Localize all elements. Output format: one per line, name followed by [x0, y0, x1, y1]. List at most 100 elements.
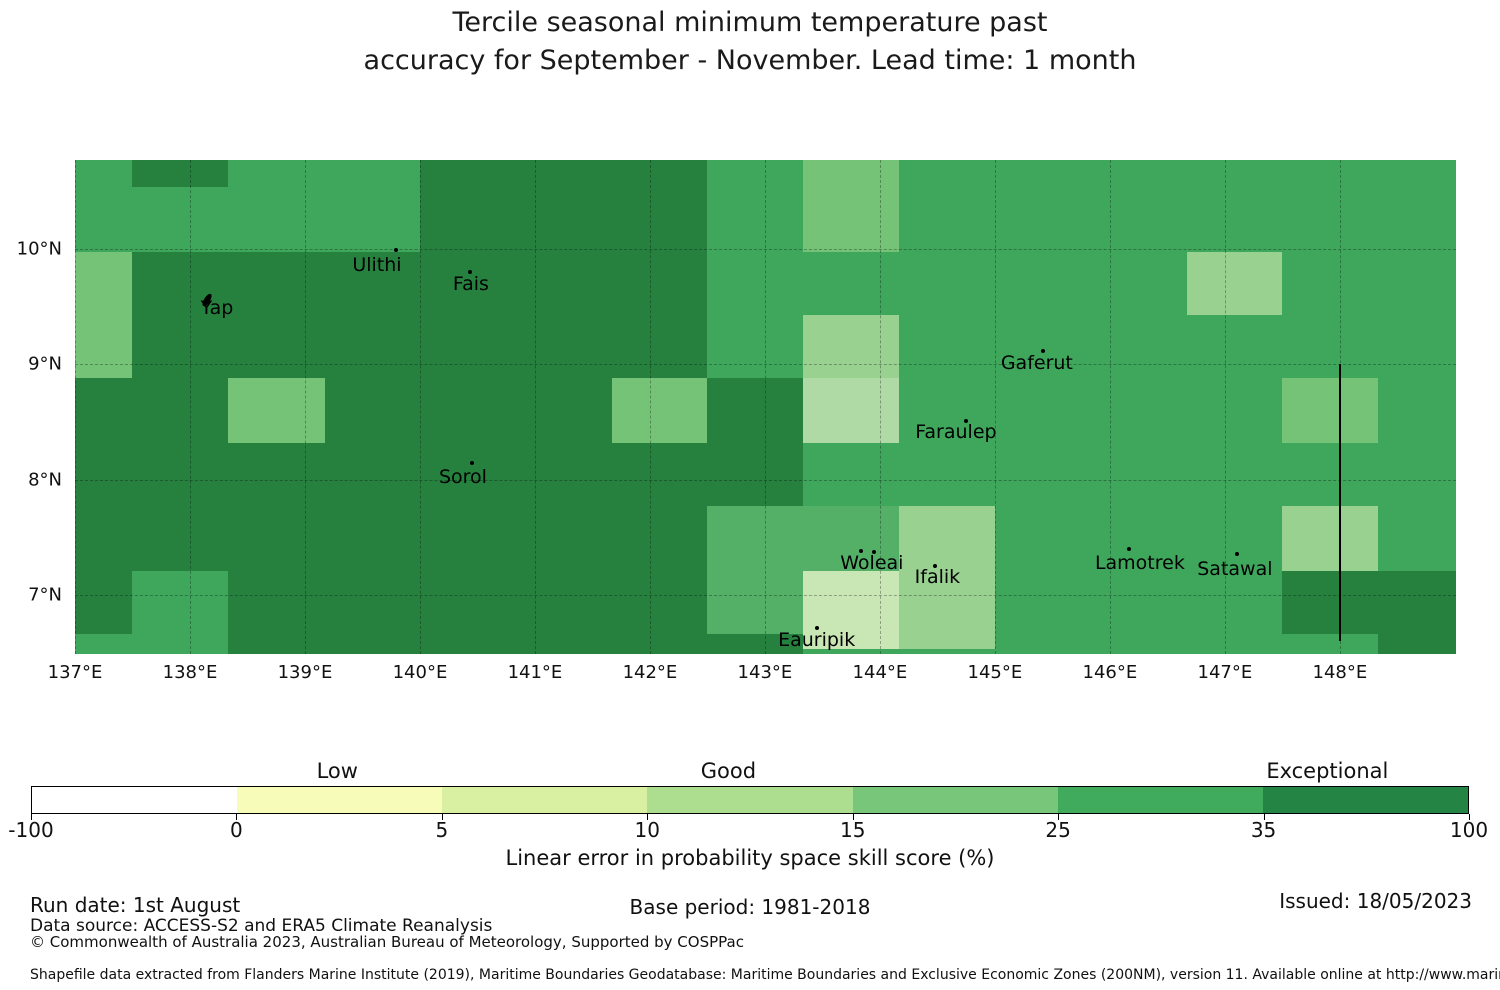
heatmap-cell [802, 506, 900, 571]
heatmap-cell [802, 160, 900, 253]
x-tick-label: 142°E [622, 662, 678, 683]
island-label-gaferut: Gaferut [1000, 351, 1073, 374]
colorbar-tick [647, 814, 649, 820]
gridline-vertical [649, 160, 651, 654]
heatmap-cell [707, 506, 803, 635]
colorbar-tick [1058, 814, 1060, 820]
gridline-vertical [879, 160, 881, 654]
map-plot: Yap Ulithi Fais Sorol Gaferut Faraulep Woleai I… [75, 160, 1456, 654]
colorbar-tick-labels: -100 0 5 10 15 25 35 100 [8, 818, 1488, 842]
island-marker-satawal [1234, 551, 1239, 556]
island-marker-fais [467, 269, 472, 274]
colorbar-tick-label: -100 [8, 818, 54, 842]
heatmap-cell [802, 378, 900, 443]
data-source-text: Data source: ACCESS-S2 and ERA5 Climate … [30, 916, 493, 936]
colorbar-tick [1263, 814, 1265, 820]
colorbar-category-low: Low [316, 759, 358, 783]
heatmap-cell [707, 378, 803, 507]
shapefile-note-text: Shapefile data extracted from Flanders M… [30, 967, 1500, 983]
gridline-vertical [189, 160, 191, 654]
x-tick-label: 141°E [507, 662, 563, 683]
x-tick-label: 145°E [967, 662, 1023, 683]
heatmap-cell [1282, 506, 1378, 571]
gridline-vertical [764, 160, 766, 654]
gridline-horizontal [75, 479, 1456, 481]
island-label-fais: Fais [452, 272, 489, 295]
heatmap-cell [1377, 634, 1456, 654]
x-tick-label: 138°E [162, 662, 218, 683]
colorbar-bar [31, 786, 1469, 814]
island-label-faraulep: Faraulep [915, 420, 997, 443]
island-label-ulithi: Ulithi [352, 253, 402, 276]
gridline-vertical [534, 160, 536, 654]
gridline-vertical [994, 160, 996, 654]
heatmap-cell [1282, 378, 1378, 443]
x-tick-label: 147°E [1197, 662, 1253, 683]
colorbar-tick-label: 15 [839, 818, 866, 842]
gridline-vertical [75, 160, 76, 654]
x-tick-label: 140°E [392, 662, 448, 683]
heatmap-cell [611, 378, 708, 443]
y-axis: 7°N 8°N 9°N 10°N [0, 160, 62, 654]
colorbar-tick [31, 814, 32, 820]
heatmap-cell [802, 570, 900, 650]
gridline-vertical [1109, 160, 1111, 654]
y-tick-label: 9°N [28, 353, 62, 375]
x-tick-label: 139°E [277, 662, 333, 683]
colorbar-tick-label: 10 [634, 818, 661, 842]
island-marker-gaferut [1040, 348, 1045, 353]
colorbar-segment [442, 787, 648, 813]
x-tick-label: 144°E [852, 662, 908, 683]
colorbar-segment [1057, 787, 1263, 813]
island-label-yap: Yap [200, 296, 234, 319]
eez-boundary-line [1338, 364, 1341, 642]
island-label-eauripik: Eauripik [778, 629, 856, 652]
island-marker-woleai [871, 549, 876, 554]
colorbar-category-good: Good [700, 759, 757, 783]
colorbar-segment [32, 787, 238, 813]
chart-title-line1: Tercile seasonal minimum temperature pas… [452, 7, 1048, 38]
heatmap-cell [899, 506, 995, 650]
colorbar-tick [1469, 814, 1470, 820]
heatmap-cell [75, 252, 133, 379]
y-tick-label: 8°N [28, 469, 62, 491]
island-label-sorol: Sorol [438, 465, 487, 488]
colorbar-tick-label: 0 [230, 818, 243, 842]
chart-title-line2: accuracy for September - November. Lead … [363, 45, 1137, 76]
heatmap-cell [227, 634, 708, 654]
heatmap-cell [1282, 570, 1456, 635]
colorbar-segment [852, 787, 1058, 813]
gridline-horizontal [75, 595, 1456, 597]
x-tick-label: 137°E [47, 662, 103, 683]
colorbar-segment [647, 787, 853, 813]
x-tick-label: 148°E [1312, 662, 1368, 683]
heatmap-cell [707, 634, 803, 654]
colorbar-tick [236, 814, 238, 820]
colorbar-category-exceptional: Exceptional [1266, 759, 1389, 783]
colorbar-segment [237, 787, 443, 813]
chart-title: Tercile seasonal minimum temperature pas… [0, 4, 1500, 80]
island-marker-lamotrek [1126, 546, 1131, 551]
gridline-horizontal [75, 248, 1456, 250]
colorbar-tick-label: 35 [1250, 818, 1277, 842]
y-tick-label: 10°N [16, 238, 62, 260]
gridline-vertical [304, 160, 306, 654]
heatmap-cell [227, 378, 325, 443]
issued-date-text: Issued: 18/05/2023 [1279, 889, 1472, 913]
island-label-woleai: Woleai [840, 551, 904, 574]
gridline-vertical [1224, 160, 1226, 654]
colorbar-tick [852, 814, 854, 820]
colorbar-category-labels: Low Good Exceptional [31, 759, 1469, 783]
gridline-vertical [419, 160, 421, 654]
colorbar-segment [1262, 787, 1468, 813]
base-period-text: Base period: 1981-2018 [629, 895, 871, 919]
heatmap-cell [132, 160, 228, 187]
heatmap-cell [132, 570, 228, 654]
colorbar-tick-label: 25 [1045, 818, 1071, 842]
island-marker-woleai [858, 548, 863, 553]
copyright-text: © Commonwealth of Australia 2023, Austra… [30, 933, 744, 951]
x-tick-label: 146°E [1082, 662, 1138, 683]
colorbar-tick-label: 100 [1449, 818, 1489, 842]
run-date-text: Run date: 1st August [30, 893, 241, 917]
